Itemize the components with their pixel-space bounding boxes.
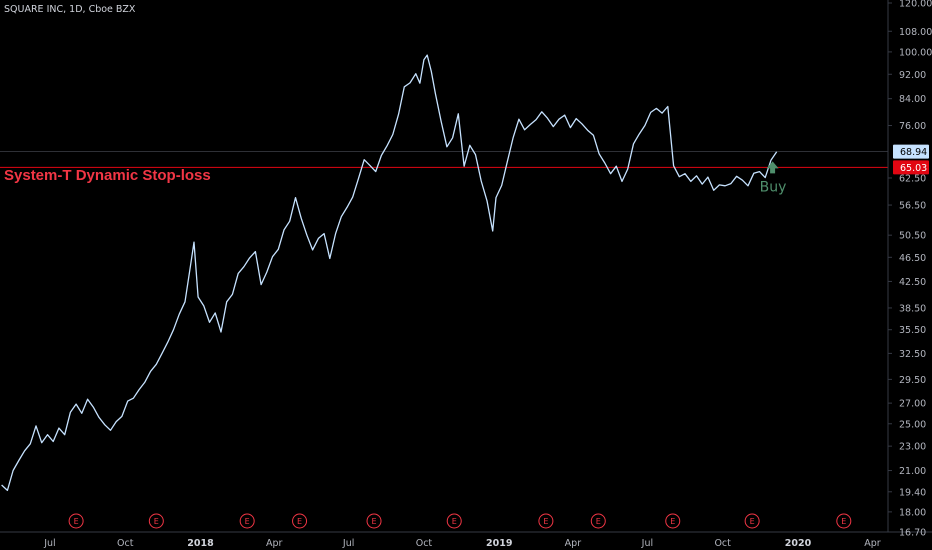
x-tick-label: Oct — [117, 538, 134, 549]
stop-loss-annotation: System-T Dynamic Stop-loss — [4, 167, 211, 184]
x-tick-label: Apr — [864, 538, 881, 549]
price-series-line — [1, 54, 778, 492]
earnings-marker-label: E — [543, 517, 548, 526]
earnings-marker-label: E — [154, 517, 159, 526]
y-tick-label: 108.00 — [899, 27, 932, 38]
y-tick-label: 35.50 — [899, 325, 926, 336]
y-tick-label: 76.00 — [899, 121, 926, 132]
earnings-marker-label: E — [670, 517, 675, 526]
earnings-marker-label: E — [245, 517, 250, 526]
x-tick-label: 2019 — [486, 538, 512, 549]
earnings-marker — [292, 513, 308, 529]
earnings-marker — [590, 513, 606, 529]
y-tick-label: 38.50 — [899, 303, 926, 314]
earnings-marker — [538, 513, 554, 529]
x-tick-label: 2018 — [187, 538, 214, 549]
last-price-badge-label: 68.94 — [900, 147, 927, 158]
earnings-marker-label: E — [74, 517, 79, 526]
earnings-marker — [366, 513, 382, 529]
y-tick-label: 27.00 — [899, 399, 926, 410]
chart-title: SQUARE INC, 1D, Cboe BZX — [4, 4, 136, 15]
y-tick-label: 19.40 — [899, 487, 926, 498]
price-series-layer — [1, 54, 778, 492]
earnings-marker — [68, 513, 84, 529]
x-tick-label: Jul — [342, 538, 354, 549]
x-tick-label: Jul — [43, 538, 55, 549]
earnings-marker-label: E — [371, 517, 376, 526]
earnings-marker — [239, 513, 255, 529]
earnings-marker — [665, 513, 681, 529]
x-tick-label: Oct — [714, 538, 731, 549]
x-tick-label: Oct — [416, 538, 433, 549]
x-tick-label: Apr — [266, 538, 283, 549]
earnings-marker-label: E — [596, 517, 601, 526]
x-tick-label: 2020 — [785, 538, 812, 549]
earnings-marker-label: E — [452, 517, 457, 526]
y-tick-label: 18.00 — [899, 507, 926, 518]
stop-loss-badge — [893, 160, 929, 175]
earnings-marker — [744, 513, 760, 529]
y-tick-label: 16.70 — [899, 528, 926, 539]
price-badges: 68.94 65.03 — [893, 144, 929, 175]
y-tick-label: 50.50 — [899, 231, 926, 242]
y-axis[interactable]: 120.00 108.00 100.00 92.00 84.00 76.00 62.50 56… — [888, 0, 932, 539]
last-price-badge — [893, 144, 929, 159]
stop-loss-layer — [0, 151, 888, 168]
earnings-marker — [836, 513, 852, 529]
y-tick-label: 25.00 — [899, 419, 926, 430]
y-tick-label: 84.00 — [899, 94, 926, 105]
earnings-marker — [148, 513, 164, 529]
earnings-marker-label: E — [297, 517, 302, 526]
x-axis[interactable]: Jul Oct 2018 Apr Jul Oct 2019 Apr Jul Oct 2020 Apr — [43, 538, 881, 549]
earnings-marker — [446, 513, 462, 529]
earnings-marker-label: E — [841, 517, 846, 526]
buy-signal-label: Buy — [760, 179, 787, 195]
y-tick-label: 56.50 — [899, 201, 926, 212]
y-tick-label: 46.50 — [899, 253, 926, 264]
y-tick-label: 100.00 — [899, 47, 932, 58]
y-tick-label: 120.00 — [899, 0, 932, 10]
stop-loss-badge-label: 65.03 — [900, 163, 927, 174]
y-tick-label: 23.00 — [899, 442, 926, 453]
x-tick-label: Apr — [565, 538, 582, 549]
buy-signal-layer: Buy — [760, 161, 787, 195]
buy-arrow-icon — [766, 161, 779, 174]
y-tick-label: 42.50 — [899, 277, 926, 288]
x-tick-label: Jul — [641, 538, 653, 549]
y-tick-label: 92.00 — [899, 70, 926, 81]
y-tick-label: 29.50 — [899, 375, 926, 386]
earnings-marker-label: E — [750, 517, 755, 526]
y-tick-label: 21.00 — [899, 466, 926, 477]
y-tick-label: 32.50 — [899, 349, 926, 360]
y-tick-label: 62.50 — [899, 173, 926, 184]
